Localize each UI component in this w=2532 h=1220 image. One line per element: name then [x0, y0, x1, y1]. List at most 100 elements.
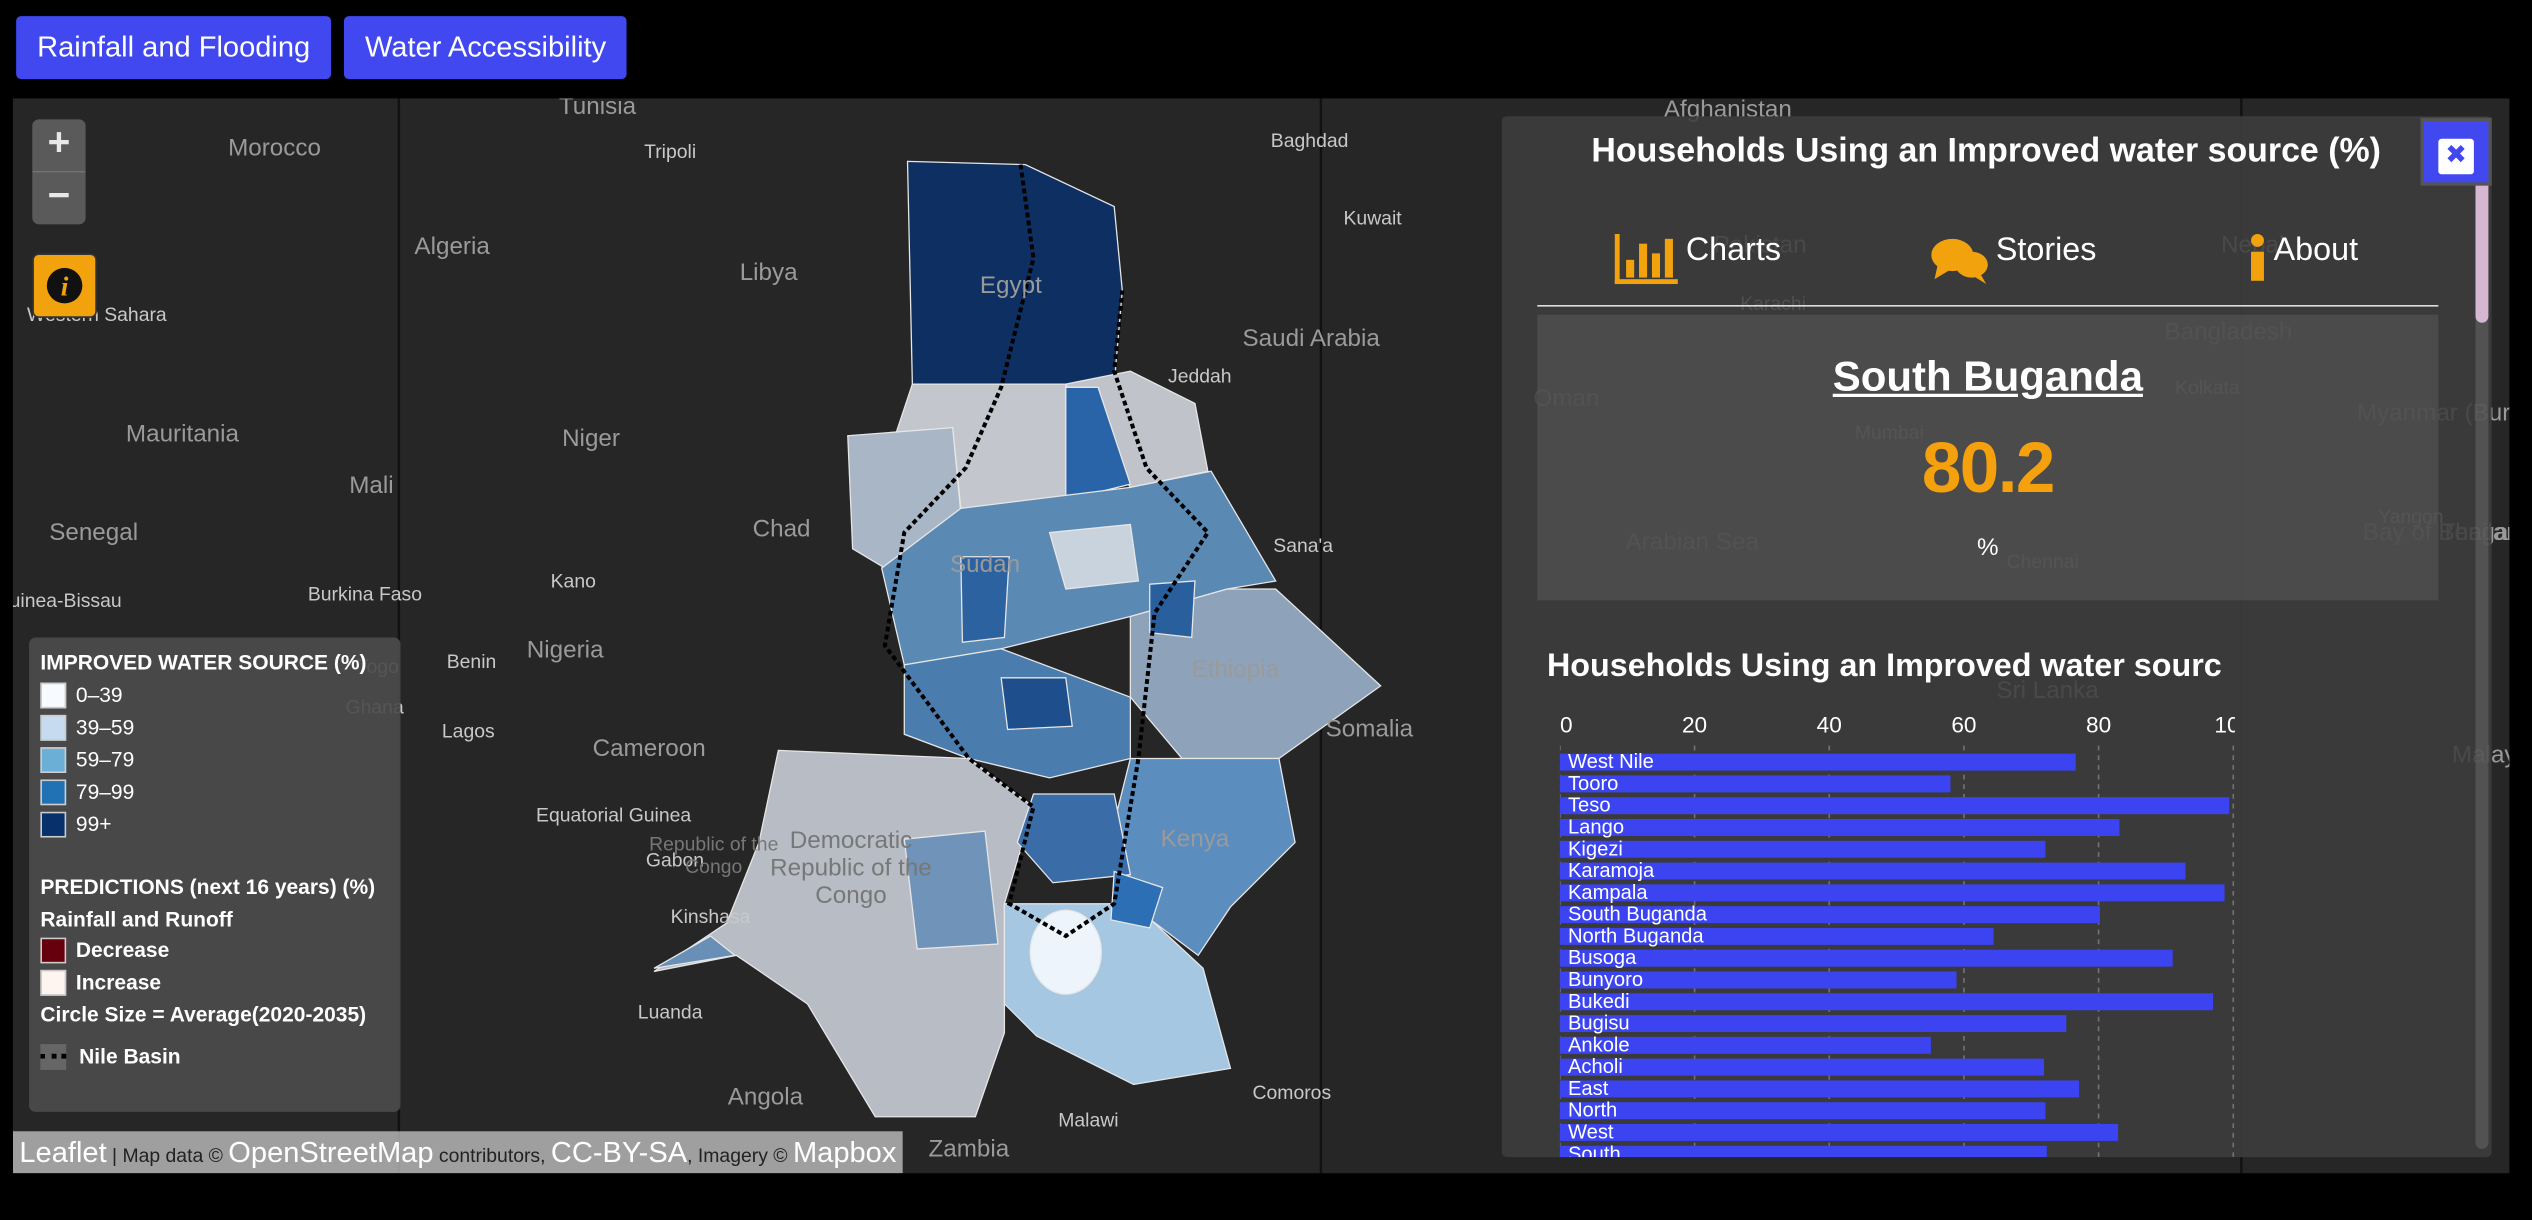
scrollbar	[2475, 132, 2489, 1150]
map[interactable]: Tunisia Morocco Tripoli Baghdad Afghanistan A…	[12, 98, 2510, 1174]
map-label: Republic of the Congo	[649, 832, 779, 878]
bar-label: West	[1568, 1122, 1614, 1144]
region	[1149, 580, 1196, 639]
map-label: Democratic Republic of the Congo	[770, 827, 932, 910]
attribution-link[interactable]: Leaflet	[19, 1136, 107, 1169]
attribution-text: , Imagery ©	[687, 1144, 793, 1167]
bar	[1559, 949, 2173, 967]
attribution-link[interactable]: OpenStreetMap	[228, 1136, 434, 1169]
panel-tab[interactable]: Stories	[1995, 232, 2097, 268]
map-label: Malawi	[1058, 1108, 1119, 1132]
map-label: Tripoli	[644, 140, 697, 163]
map-label: Mali	[349, 472, 394, 500]
bar-chart: 0 20 40 60 80 100 West NileTooroTesoLangoKigez…	[1559, 713, 2235, 1158]
region-name: South Buganda	[1832, 351, 2143, 401]
map-label: Kano	[550, 569, 596, 593]
legend-swatch	[40, 937, 67, 964]
legend: IMPROVED WATER SOURCE (%) 0–39 39–59 59–79…	[29, 637, 401, 1112]
map-label: Ethiopia	[1191, 656, 1280, 684]
zoom-in[interactable]: +	[32, 119, 86, 173]
map-label: Kinshasa	[670, 905, 751, 928]
x-tick-label: 0	[1560, 713, 1573, 738]
map-label: Burkina Faso	[307, 582, 423, 606]
map-label: Benin	[446, 650, 497, 673]
legend-swatch	[40, 682, 67, 709]
bar-label: Ankole	[1568, 1034, 1630, 1056]
legend-swatch	[40, 747, 67, 774]
stat-box: South Buganda 80.2 %	[1537, 314, 2439, 601]
bar	[1559, 840, 2046, 858]
basin-line	[40, 1053, 67, 1059]
bar-label: Tooro	[1568, 773, 1618, 795]
about-icon	[2251, 234, 2264, 281]
region	[1129, 588, 1382, 760]
region	[1065, 386, 1132, 502]
info-button[interactable]: i	[32, 253, 97, 318]
map-label: Algeria	[414, 233, 490, 261]
x-tick-label: 80	[2086, 713, 2111, 738]
map-label: Chad	[752, 515, 811, 544]
map-label: Comoros	[1252, 1081, 1332, 1104]
x-tick-label: 60	[1951, 713, 1976, 738]
legend-label: 99+	[75, 811, 112, 836]
zoom-out[interactable]: −	[32, 172, 86, 225]
legend-label: 0–39	[75, 682, 123, 707]
bar	[1559, 862, 2186, 880]
bar	[1559, 775, 1951, 793]
tab-button[interactable]: Water Accessibility	[343, 16, 628, 80]
bar	[1559, 1102, 2046, 1120]
bar-label: West Nile	[1568, 751, 1654, 773]
bar-label: Bunyoro	[1568, 969, 1643, 991]
legend-swatch	[40, 779, 67, 806]
bar	[1559, 819, 2120, 836]
region	[1016, 793, 1132, 884]
legend-label: Increase	[75, 969, 162, 995]
legend-title: IMPROVED WATER SOURCE (%)	[40, 650, 367, 675]
bar-label: Kampala	[1568, 882, 1648, 904]
bar	[1559, 1124, 2119, 1141]
map-label: Kenya	[1160, 825, 1230, 853]
attribution-text: contributors,	[433, 1144, 551, 1167]
attribution-link[interactable]: CC-BY-SA	[550, 1136, 688, 1169]
legend-subtitle: Rainfall and Runoff	[40, 906, 233, 932]
bar-label: Kigezi	[1568, 838, 1623, 860]
region	[1000, 677, 1073, 731]
tab-button[interactable]: Rainfall and Flooding	[16, 16, 332, 80]
map-label: Senegal	[49, 518, 139, 547]
chart-title: Households Using an Improved water sourc…	[1546, 648, 2222, 685]
map-label: Somalia	[1325, 715, 1414, 744]
bar-label: South	[1568, 1143, 1621, 1157]
attribution-link[interactable]: Mapbox	[792, 1136, 897, 1169]
nile-basin-boundary	[882, 164, 1211, 939]
map-label: Lagos	[441, 719, 495, 743]
bar	[1559, 1015, 2067, 1033]
region	[903, 830, 999, 950]
legend-swatch	[40, 811, 67, 838]
map-label: Tunisia	[558, 98, 637, 121]
bar-label: North Buganda	[1568, 925, 1704, 947]
panel-tab[interactable]: About	[2273, 232, 2359, 268]
legend-note: Circle Size = Average(2020-2035)	[40, 1002, 367, 1027]
region-value: 80.2	[1921, 429, 2055, 509]
close-button[interactable]: ✖	[2420, 117, 2492, 186]
x-tick-label: 100	[2214, 713, 2234, 738]
basin-swatch	[40, 1044, 67, 1070]
legend-label: 59–79	[75, 747, 135, 772]
bar-label: Bukedi	[1568, 991, 1630, 1013]
bar	[1559, 884, 2225, 902]
bar-label: South Buganda	[1568, 904, 1708, 926]
info-icon: i	[46, 267, 83, 304]
region	[1048, 523, 1140, 590]
bar	[1559, 1036, 1931, 1054]
map-shapes	[397, 98, 2243, 1174]
map-label: Sana'a	[1273, 534, 1334, 557]
bar-label: Lango	[1568, 817, 1624, 839]
panel-tab[interactable]: Charts	[1685, 232, 1781, 268]
bar	[1559, 906, 2100, 924]
attribution: Leaflet | Map data © OpenStreetMap contr…	[12, 1131, 903, 1174]
bar-label: Busoga	[1568, 947, 1637, 969]
map-label: Guinea-Bissau	[13, 589, 122, 612]
bar	[1559, 971, 1957, 989]
legend-label: 39–59	[75, 714, 135, 740]
